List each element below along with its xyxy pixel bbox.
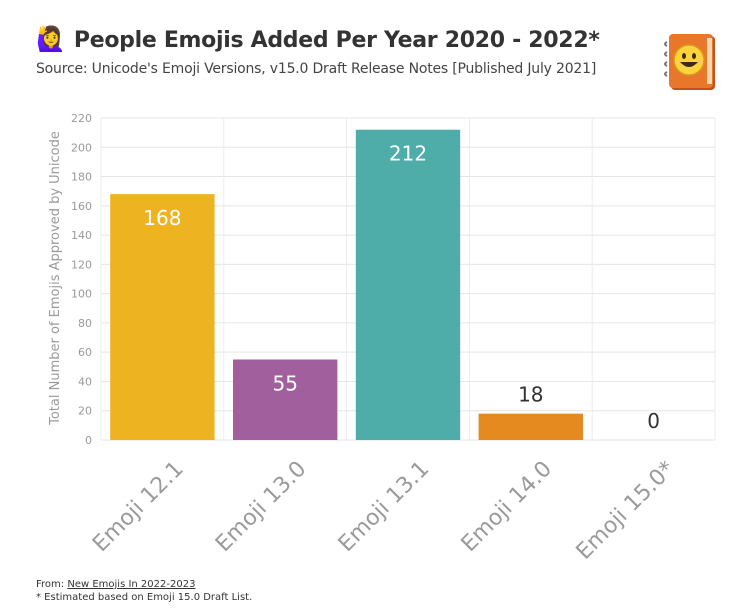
source-link[interactable]: New Emojis In 2022-2023 (67, 579, 196, 590)
y-tick-label: 120 (71, 258, 92, 271)
y-tick-label: 180 (71, 171, 92, 184)
data-label: 168 (143, 206, 181, 230)
data-label: 0 (647, 409, 660, 433)
y-tick-label: 200 (71, 141, 92, 154)
footer: From: New Emojis In 2022-2023 * Estimate… (36, 578, 252, 604)
y-tick-label: 100 (71, 288, 92, 301)
emojipedia-book-icon (664, 34, 715, 90)
bar (355, 129, 461, 440)
data-label: 212 (389, 142, 427, 166)
x-tick-label: Emoji 13.1 (334, 457, 434, 557)
chart-subtitle: Source: Unicode's Emoji Versions, v15.0 … (36, 61, 597, 77)
data-labels: 168 55 212 18 0 (143, 142, 660, 433)
y-tick-label: 140 (71, 229, 92, 242)
chart-title: People Emojis Added Per Year 2020 - 2022… (73, 27, 600, 53)
x-tick-label: Emoji 13.0 (211, 457, 311, 557)
bar (110, 194, 215, 440)
x-tick-label: Emoji 12.1 (88, 457, 188, 557)
y-tick-label: 20 (78, 405, 92, 418)
title-row: 🙋‍♀️ People Emojis Added Per Year 2020 -… (36, 24, 600, 56)
x-tick-label: Emoji 14.0 (457, 457, 557, 557)
y-tick-label: 60 (78, 346, 92, 359)
y-tick-label: 0 (85, 434, 92, 447)
source-line: From: New Emojis In 2022-2023 (36, 578, 252, 591)
bar (233, 359, 338, 440)
bars (110, 129, 583, 440)
y-axis-ticks: 0 20 40 60 80 100 120 140 160 180 200 220 (71, 112, 92, 447)
y-tick-label: 220 (71, 112, 92, 125)
bar (478, 413, 583, 440)
person-raising-hand-icon: 🙋‍♀️ (36, 26, 66, 53)
source-label: From: (36, 579, 65, 590)
x-axis-ticks: Emoji 12.1 Emoji 13.0 Emoji 13.1 Emoji 14.0… (88, 457, 680, 565)
data-label: 55 (272, 372, 297, 396)
y-axis-label: Total Number of Emojis Approved by Unico… (48, 131, 63, 426)
y-tick-label: 40 (78, 375, 92, 388)
y-tick-label: 80 (78, 317, 92, 330)
y-tick-label: 160 (71, 200, 92, 213)
x-tick-label: Emoji 15.0* (572, 457, 680, 565)
footnote: * Estimated based on Emoji 15.0 Draft Li… (36, 592, 253, 603)
data-label: 18 (518, 383, 543, 407)
